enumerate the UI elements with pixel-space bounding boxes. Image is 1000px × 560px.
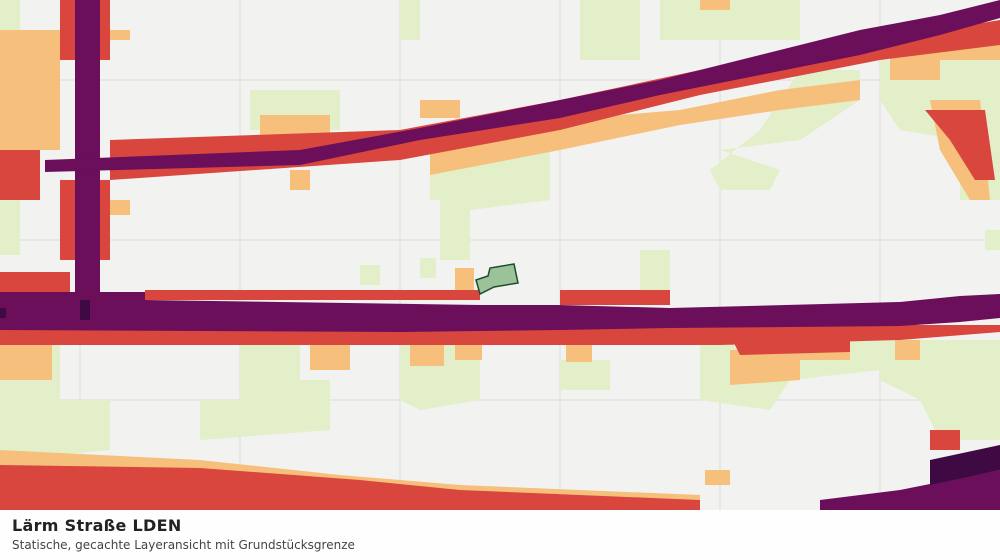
- noise-extreme: [0, 300, 1000, 485]
- noise-very-high: [0, 0, 1000, 510]
- map-subtitle: Statische, gecachte Layeransicht mit Gru…: [12, 538, 355, 552]
- map-title: Lärm Straße LDEN: [12, 516, 182, 535]
- noise-low: [0, 0, 1000, 460]
- parcel-boundary: [475, 263, 519, 296]
- caption: Lärm Straße LDEN Statische, gecachte Lay…: [0, 510, 1000, 560]
